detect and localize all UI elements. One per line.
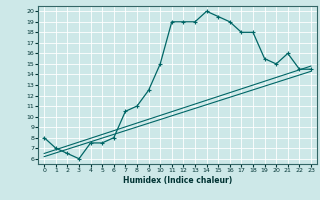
X-axis label: Humidex (Indice chaleur): Humidex (Indice chaleur) [123,176,232,185]
